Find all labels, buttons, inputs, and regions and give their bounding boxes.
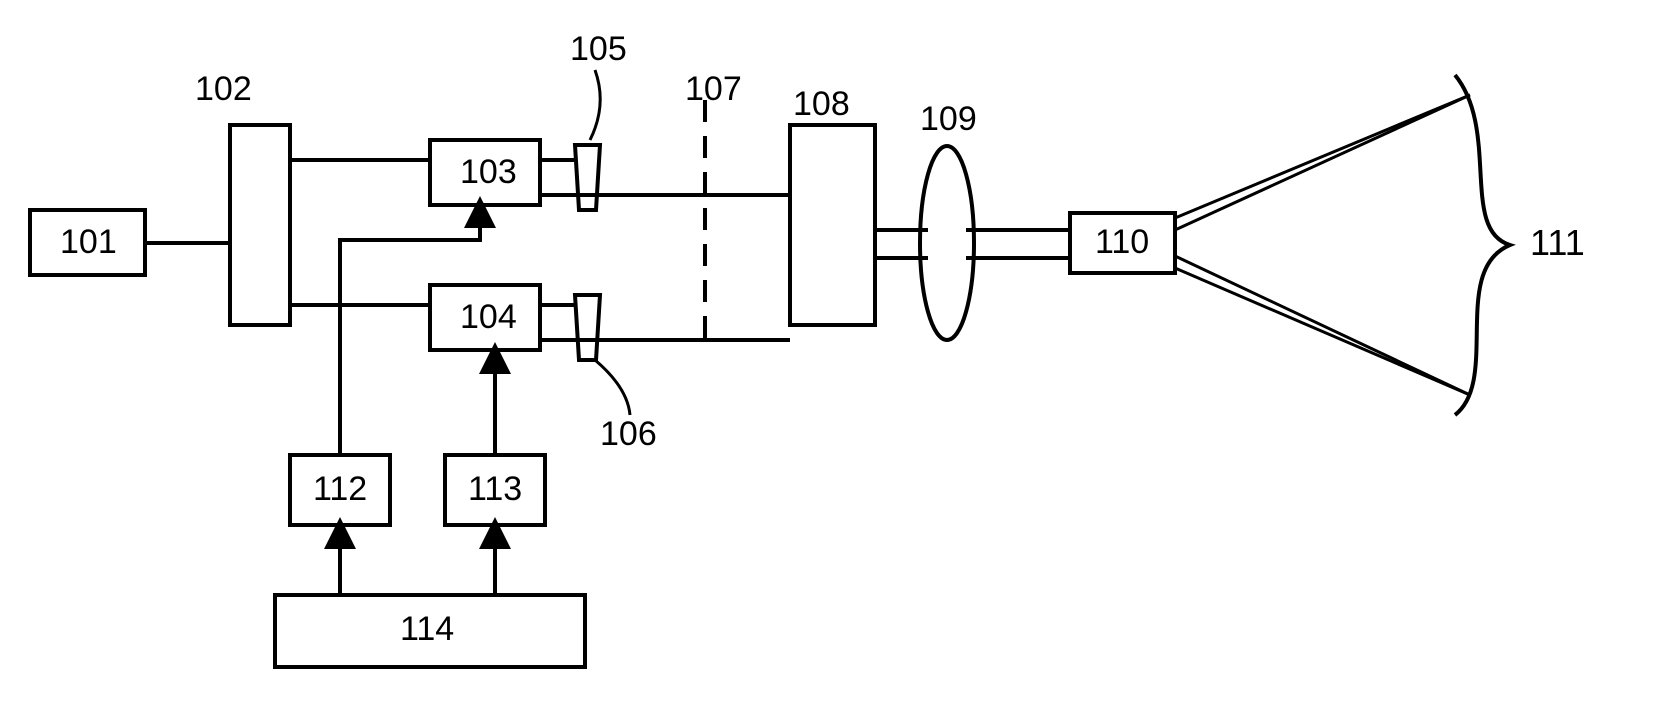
label-wedge105: 105	[570, 30, 627, 68]
label-b102: 102	[195, 70, 252, 108]
label-b101: 101	[60, 223, 117, 261]
label-b108: 108	[793, 85, 850, 123]
block-diagram: 101 102 103 104 108 110 112 113 114 105 106 107 109 1…	[0, 0, 1675, 715]
label-b110: 110	[1095, 223, 1149, 261]
label-screen111: 111	[1530, 222, 1585, 263]
label-b104: 104	[460, 298, 517, 336]
label-b114: 114	[400, 610, 454, 648]
label-b113: 113	[468, 470, 522, 508]
label-lens109: 109	[920, 100, 977, 138]
label-aperture107: 107	[685, 70, 742, 108]
label-b103: 103	[460, 153, 517, 191]
label-wedge106: 106	[600, 415, 657, 453]
label-b112: 112	[313, 470, 367, 508]
